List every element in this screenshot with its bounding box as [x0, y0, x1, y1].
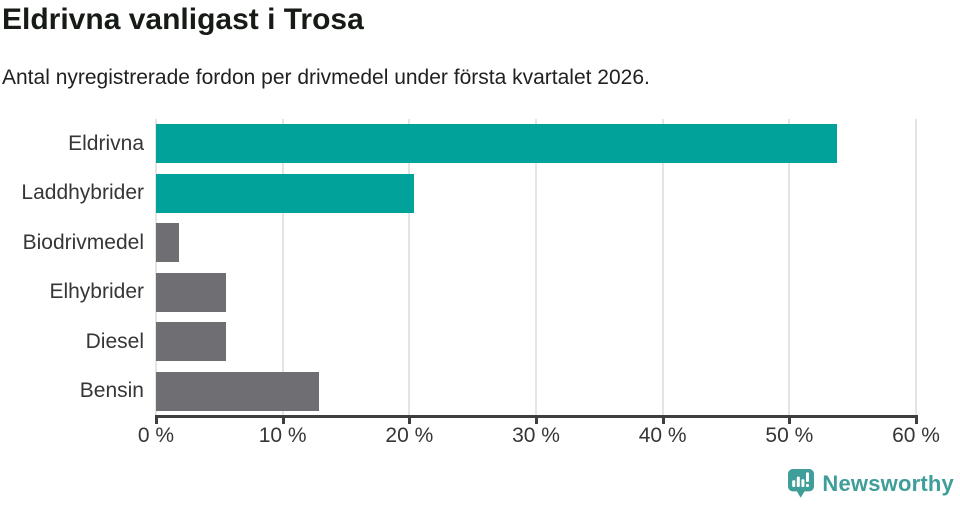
gridlines	[155, 119, 917, 416]
x-tick	[408, 415, 412, 424]
newsworthy-logo: Newsworthy	[788, 469, 954, 499]
bar-row	[156, 317, 916, 367]
gridline	[535, 119, 537, 416]
y-axis-labels: Eldrivna Laddhybrider Biodrivmedel Elhybrid…	[0, 119, 144, 416]
category-label: Eldrivna	[68, 131, 144, 155]
x-tick	[535, 415, 538, 424]
category-label: Diesel	[85, 329, 144, 353]
chart-subtitle: Antal nyregistrerade fordon per drivmede…	[2, 66, 650, 89]
category-label: Elhybrider	[49, 280, 144, 304]
x-tick-label: 20 %	[385, 424, 434, 447]
category-label: Biodrivmedel	[22, 230, 144, 254]
bars-container	[156, 119, 916, 416]
bar-biodrivmedel	[156, 223, 179, 263]
gridline	[915, 119, 917, 416]
bar-row	[156, 119, 916, 169]
bar-row	[156, 169, 916, 219]
bar-bensin	[156, 371, 320, 411]
gridline	[661, 119, 664, 416]
x-tick-label: 10 %	[258, 424, 307, 447]
gridline	[408, 119, 411, 416]
bar-chart: Eldrivna Laddhybrider Biodrivmedel Elhybrid…	[0, 119, 960, 416]
gridline	[788, 119, 791, 416]
gridline	[155, 119, 157, 416]
x-tick-label: 30 %	[512, 424, 560, 447]
category-label: Bensin	[79, 379, 144, 403]
gridline	[281, 119, 284, 416]
plot-area	[155, 119, 917, 416]
bar-row	[156, 367, 916, 417]
newsworthy-logo-text: Newsworthy	[822, 471, 954, 496]
bar-elhybrider	[156, 272, 226, 312]
bar-eldrivna	[156, 124, 838, 164]
category-label: Laddhybrider	[21, 181, 144, 205]
x-tick	[281, 415, 285, 424]
x-tick-label: 0 %	[137, 424, 175, 447]
x-tick	[788, 415, 792, 424]
x-tick-label: 40 %	[638, 424, 687, 447]
bar-row	[156, 268, 916, 318]
x-tick-label: 60 %	[892, 424, 940, 447]
x-tick-label: 50 %	[765, 424, 814, 447]
bar-laddhybrider	[156, 173, 415, 213]
chart-title: Eldrivna vanligast i Trosa	[2, 3, 364, 36]
x-tick	[915, 415, 918, 424]
newsworthy-logo-icon	[788, 469, 815, 498]
x-tick	[155, 415, 158, 424]
bar-diesel	[156, 322, 226, 362]
bar-row	[156, 218, 916, 268]
x-tick	[661, 415, 665, 424]
